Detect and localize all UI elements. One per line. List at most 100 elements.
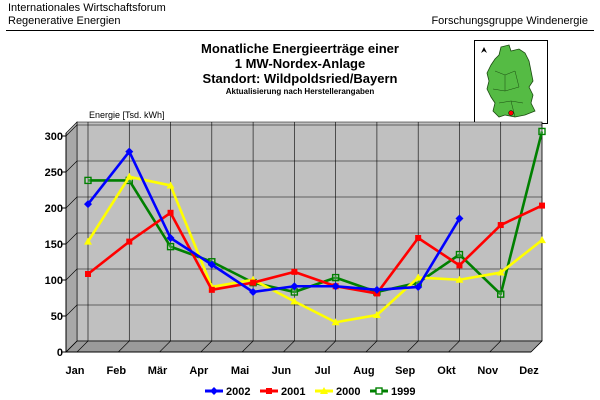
chart-side-wall: [65, 121, 78, 353]
chart-title-block: Monatliche Energieerträge einer 1 MW-Nor…: [150, 41, 450, 97]
data-point: [455, 214, 464, 223]
legend-item-2002: 2002: [205, 386, 250, 398]
x-tick-label: Sep: [395, 365, 415, 377]
grid-line-side: [65, 124, 78, 137]
data-point: [84, 200, 92, 209]
grid-line-floor: [200, 340, 213, 353]
data-point: [166, 181, 175, 189]
y-tick-label: 100: [45, 275, 63, 287]
legend-item-1999: 1999: [370, 386, 415, 398]
data-point: [331, 318, 340, 326]
legend-label: 2001: [281, 386, 305, 398]
data-point: [85, 271, 91, 277]
data-point: [166, 242, 175, 251]
chart-title-line-3: Standort: Wildpoldsried/Bayern: [202, 71, 398, 86]
data-point: [455, 250, 464, 259]
north-arrow-icon: [481, 47, 487, 53]
y-tick-labels: 0 50 100 150 200 250 300: [45, 131, 66, 359]
y-tick-label: 0: [57, 347, 63, 359]
series-2002: [84, 147, 464, 296]
grid-line-side: [65, 340, 78, 353]
data-point: [414, 273, 423, 281]
legend-label: 2000: [336, 386, 360, 398]
grid-line-side: [65, 232, 78, 245]
data-point: [291, 268, 298, 275]
data-point: [125, 172, 134, 180]
location-map: [474, 40, 548, 124]
grid-line-floor: [76, 340, 89, 353]
grid-line-floor: [489, 340, 501, 353]
data-point: [372, 285, 381, 294]
data-point: [539, 202, 545, 209]
data-point: [166, 234, 175, 242]
grid-line-floor: [159, 340, 171, 353]
grid-line-side: [65, 160, 78, 173]
data-point: [290, 282, 299, 291]
header-topic: Regenerative Energien: [8, 15, 121, 27]
y-tick-label: 300: [45, 131, 63, 143]
data-point: [414, 282, 423, 291]
y-tick-label: 200: [45, 203, 63, 215]
grid-line-floor: [324, 340, 336, 353]
data-point: [455, 275, 464, 283]
data-point: [84, 176, 92, 185]
data-point: [207, 260, 216, 269]
chart-floor: [65, 340, 543, 353]
x-tick-label: Jun: [272, 365, 292, 377]
x-tick-label: Jan: [66, 365, 85, 377]
x-tick-label: Jul: [315, 365, 331, 377]
grid-line-floor: [448, 340, 460, 353]
legend-label: 2002: [226, 386, 250, 398]
legend-label: 1999: [391, 386, 415, 398]
data-point: [208, 286, 215, 293]
x-tick-label: Apr: [189, 365, 209, 377]
chart-subtitle: Aktualisierung nach Herstellerangaben: [225, 87, 375, 96]
data-point: [538, 127, 546, 136]
legend-item-2000: 2000: [315, 386, 360, 398]
chart-grid: [65, 122, 543, 353]
x-tick-label: Feb: [106, 365, 126, 377]
legend-item-2001: 2001: [260, 386, 305, 398]
grid-line-side: [65, 268, 78, 281]
data-point: [456, 262, 463, 269]
x-tick-label: Mai: [231, 365, 249, 377]
header-org: Internationales Wirtschaftsforum: [8, 2, 166, 14]
data-point: [126, 238, 133, 245]
series-line: [88, 131, 544, 296]
series-line: [86, 175, 543, 324]
data-point: [249, 288, 258, 296]
x-tick-label: Aug: [353, 365, 374, 377]
grid-line-floor: [118, 340, 130, 353]
x-tick-label: Nov: [477, 365, 499, 377]
data-point: [84, 237, 92, 245]
data-point: [125, 147, 134, 156]
header-left: Internationales Wirtschaftsforum Regener…: [8, 2, 166, 28]
chart-title-line-2: 1 MW-Nordex-Anlage: [234, 56, 366, 71]
data-point: [496, 268, 505, 276]
legend-marker: [266, 388, 272, 394]
y-tick-label: 150: [45, 239, 63, 251]
y-tick-label: 250: [45, 167, 63, 179]
grid-line-side: [65, 304, 78, 317]
grid-line-side: [65, 196, 78, 209]
series-2000: [84, 172, 546, 326]
data-point: [331, 273, 340, 282]
data-point: [167, 209, 174, 216]
data-point: [415, 235, 422, 241]
data-point: [372, 311, 381, 319]
data-point: [497, 222, 504, 229]
x-tick-label: Okt: [437, 365, 456, 377]
grid-line-floor: [283, 340, 295, 353]
x-tick-labels: Jan Feb Mär Apr Mai Jun Jul Aug Sep Okt Nov Dez: [66, 365, 540, 377]
header-right: Forschungsgruppe Windenergie: [431, 15, 588, 27]
series-layer: [84, 127, 546, 326]
data-point: [497, 290, 505, 298]
y-tick-label: 50: [51, 311, 63, 323]
chart-title-line-1: Monatliche Energieerträge einer: [201, 41, 399, 56]
y-axis-label: Energie [Tsd. kWh]: [89, 110, 165, 120]
legend: 2002 2001 2000 1999: [205, 386, 415, 398]
legend-marker: [210, 387, 218, 395]
series-line: [86, 150, 461, 294]
header-divider: [6, 30, 594, 31]
